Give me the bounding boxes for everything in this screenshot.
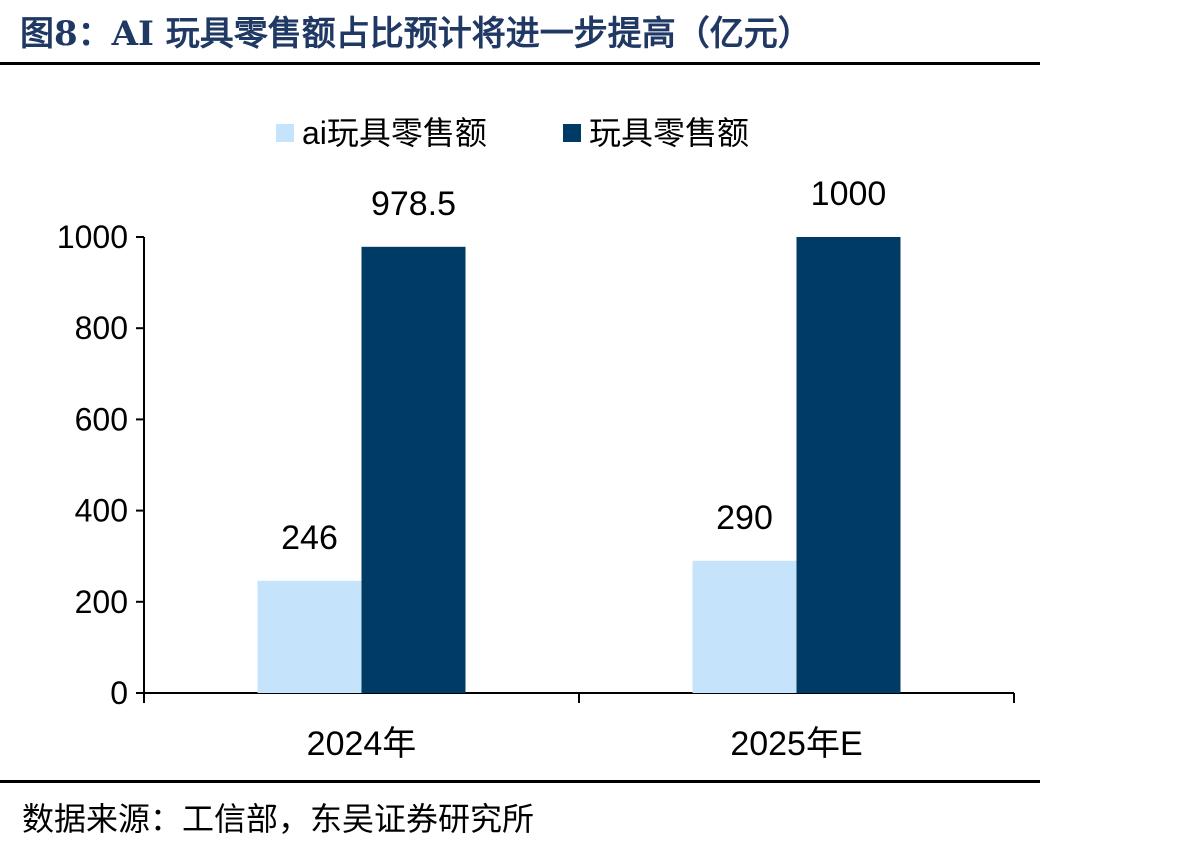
legend-label: ai玩具零售额	[302, 115, 487, 151]
y-tick-label: 800	[75, 310, 128, 346]
x-tick-label: 2024年	[307, 725, 417, 763]
y-tick-label: 400	[75, 493, 128, 529]
data-label: 1000	[811, 175, 887, 213]
y-tick-label: 1000	[57, 219, 128, 255]
x-tick-label: 2025年E	[730, 725, 862, 763]
bar	[257, 580, 362, 693]
legend-swatch	[276, 124, 294, 142]
data-labels: 246 978.5 290 1000	[281, 175, 886, 557]
y-tick-label: 0	[110, 675, 128, 711]
bar	[692, 560, 797, 693]
legend-label: 玩具零售额	[589, 115, 749, 151]
x-axis: 2024年 2025年E	[143, 692, 1015, 763]
y-tick-label: 200	[75, 584, 128, 620]
data-label: 978.5	[371, 185, 456, 223]
y-tick-label: 600	[75, 401, 128, 437]
source-note: 数据来源：工信部，东吴证券研究所	[22, 800, 535, 838]
chart-legend: ai玩具零售额 玩具零售额	[276, 115, 749, 151]
y-axis: 0 200 400 600 800 1000	[57, 219, 145, 711]
legend-swatch	[563, 124, 581, 142]
data-label: 246	[281, 519, 338, 557]
bar	[361, 246, 466, 693]
data-label: 290	[716, 499, 773, 537]
source-rule	[0, 780, 1040, 783]
title-rule	[0, 62, 1040, 65]
figure-title: 图8：AI 玩具零售额占比预计将进一步提高（亿元）	[20, 14, 812, 54]
bars	[257, 237, 901, 693]
bar	[796, 237, 901, 693]
